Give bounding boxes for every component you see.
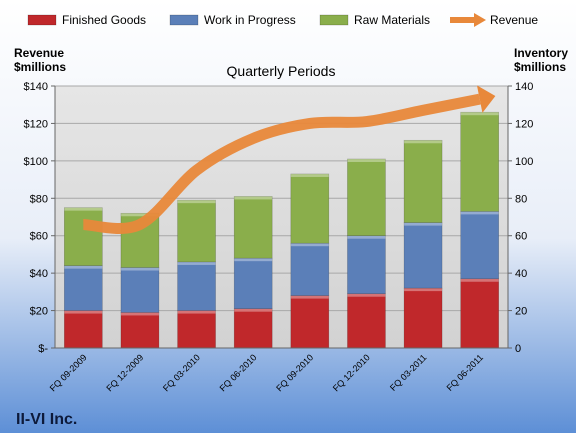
left-tick-label: $80 [30,193,48,205]
bar-highlight [290,173,329,177]
bar-work-in-progress [233,257,273,309]
bar-work-in-progress [290,242,330,296]
left-tick-label: $- [38,343,48,355]
right-tick-label: 100 [515,156,533,168]
legend-label: Revenue [490,13,538,27]
legend: Finished Goods Work in Progress Raw Materi… [27,13,538,27]
bar-highlight [64,265,103,269]
left-axis-title-line2: $millions [14,60,66,74]
left-axis-title-line1: Revenue [14,46,64,60]
bar-finished-goods [347,293,386,349]
bar-highlight [347,293,386,297]
bar-raw-materials [233,196,273,259]
bar-highlight [404,140,443,144]
bar-raw-materials [64,207,103,266]
chart-title: Quarterly Periods [227,63,336,79]
bar-work-in-progress [347,235,386,295]
left-tick-label: $60 [30,231,48,243]
bar-highlight [120,213,159,217]
bars-group [64,111,499,349]
bar-raw-materials [347,158,386,237]
bar-highlight [460,278,499,282]
bar-highlight [460,112,499,116]
bar-highlight [460,211,499,215]
bar-finished-goods [460,278,499,349]
bar-work-in-progress [64,265,103,311]
bar-work-in-progress [403,222,443,289]
right-tick-label: 120 [515,118,533,130]
right-tick-label: 140 [515,81,533,93]
legend-label: Work in Progress [204,13,296,27]
bar-finished-goods [290,295,330,349]
left-tick-label: $120 [24,118,48,130]
left-tick-label: $40 [30,268,48,280]
right-tick-label: 40 [515,268,527,280]
bar-finished-goods [403,287,443,349]
bar-finished-goods [177,310,216,349]
bar-highlight [290,243,329,247]
bar-highlight [290,295,329,299]
legend-swatch [169,14,199,26]
right-tick-label: 0 [515,343,521,355]
bar-highlight [64,310,103,314]
bar-finished-goods [233,308,273,349]
right-axis-title-line2: $millions [514,60,566,74]
bar-highlight [404,288,443,292]
bar-highlight [177,200,216,204]
legend-label: Raw Materials [354,13,430,27]
right-axis-title-line1: Inventory [514,46,568,60]
bar-work-in-progress [460,211,499,280]
bar-highlight [177,261,216,265]
bar-raw-materials [177,199,216,263]
bar-highlight [120,312,159,316]
bar-highlight [404,222,443,226]
right-tick-label: 20 [515,306,527,318]
bar-highlight [347,158,386,162]
legend-swatch [27,14,57,26]
legend-arrowhead [474,13,486,27]
bar-highlight [64,207,103,211]
bar-highlight [347,235,386,239]
bar-finished-goods [120,312,160,349]
left-tick-label: $100 [24,156,48,168]
bar-finished-goods [64,310,103,349]
bar-raw-materials [290,173,330,244]
bar-highlight [120,267,159,271]
company-name: II-VI Inc. [16,411,77,428]
revenue-line-group [82,85,496,234]
bar-work-in-progress [120,267,160,313]
bar-work-in-progress [177,261,216,311]
bar-highlight [234,308,273,312]
bar-highlight [234,196,273,200]
legend-swatch [319,14,349,26]
revenue-arrowhead [476,85,496,113]
legend-label: Finished Goods [62,13,146,27]
right-tick-label: 80 [515,193,527,205]
left-tick-label: $20 [30,306,48,318]
left-tick-label: $140 [24,81,48,93]
bar-raw-materials [460,111,499,212]
bar-highlight [234,258,273,262]
right-tick-label: 60 [515,231,527,243]
bar-highlight [177,310,216,314]
revenue-line [82,93,481,234]
bar-raw-materials [403,139,443,223]
